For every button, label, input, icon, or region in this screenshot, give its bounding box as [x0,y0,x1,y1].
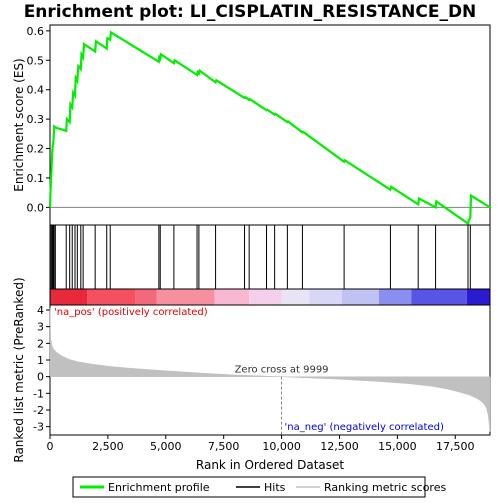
legend-metric-label: Ranking metric scores [324,481,446,494]
es-tick-label: 0.6 [27,25,45,38]
es-tick-label: 0.4 [27,84,45,97]
x-axis-label: Rank in Ordered Dataset [196,458,344,472]
ranked-metric-panel: -3 -2 -1 0 1 2 3 4 Zero cross at 9999 'na_pos' … [12,277,491,463]
enrichment-profile-line [48,30,491,226]
x-tick-label: 2,500 [92,440,124,453]
hits-panel [49,224,491,290]
heatmap-segment [135,289,157,305]
zero-cross-label: Zero cross at 9999 [235,365,329,376]
metric-tick-label: 1 [37,354,44,367]
es-tick-label: 0.2 [27,143,45,156]
metric-tick-label: 3 [37,321,44,334]
ranking-metric-area [49,308,491,432]
heatmap-segment [249,289,282,305]
x-tick-label: 12,500 [320,440,359,453]
rank-heatmap-bar [49,288,491,306]
legend-profile-label: Enrichment profile [108,481,210,494]
heatmap-segment [281,289,310,305]
x-tick-label: 17,500 [436,440,475,453]
metric-tick-label: -3 [33,421,44,434]
x-tick-label: 15,000 [378,440,417,453]
es-panel-frame [49,24,491,226]
positive-correlation-label: 'na_pos' (positively correlated) [54,307,208,318]
heatmap-segment [214,289,250,305]
enrichment-profile-path [48,30,491,226]
x-axis: 0 2,500 5,000 7,500 10,000 12,500 15,000 17,500 [47,435,475,453]
metric-y-axis: -3 -2 -1 0 1 2 3 4 [33,304,50,434]
heatmap-segment [411,289,467,305]
enrichment-score-panel: 0.0 0.1 0.2 0.3 0.4 0.5 0.6 Enrichment score (… [12,24,491,226]
heatmap-segment [87,289,136,305]
metric-tick-label: 4 [37,304,44,317]
metric-tick-label: 0 [37,371,44,384]
heatmap-segment [466,289,490,305]
heatmap-segment [341,289,379,305]
metric-tick-label: -2 [33,404,44,417]
ranking-metric-fill [49,308,491,432]
es-y-axis: 0.0 0.1 0.2 0.3 0.4 0.5 0.6 [27,25,50,214]
metric-tick-label: -1 [33,387,44,400]
es-tick-label: 0.0 [27,201,45,214]
x-tick-label: 0 [47,440,54,453]
hits-panel-frame [49,224,491,290]
chart-title: Enrichment plot: LI_CISPLATIN_RESISTANCE… [24,2,477,22]
heatmap-segment [309,289,342,305]
es-tick-label: 0.5 [27,54,45,67]
legend-hits-label: Hits [264,481,286,494]
heatmap-segment [378,289,412,305]
es-tick-label: 0.1 [27,172,45,185]
heatmap-segment [156,289,215,305]
negative-correlation-label: 'na_neg' (negatively correlated) [285,422,444,433]
heatmap-segment [50,289,88,305]
chart-legend: Enrichment profile Hits Ranking metric s… [72,476,446,498]
es-tick-label: 0.3 [27,113,45,126]
hits-lines [49,225,471,289]
x-tick-label: 5,000 [150,440,182,453]
x-tick-label: 10,000 [262,440,301,453]
es-y-axis-label: Enrichment score (ES) [12,58,26,191]
metric-y-axis-label: Ranked list metric (PreRanked) [12,277,26,462]
metric-tick-label: 2 [37,337,44,350]
x-tick-label: 7,500 [208,440,240,453]
